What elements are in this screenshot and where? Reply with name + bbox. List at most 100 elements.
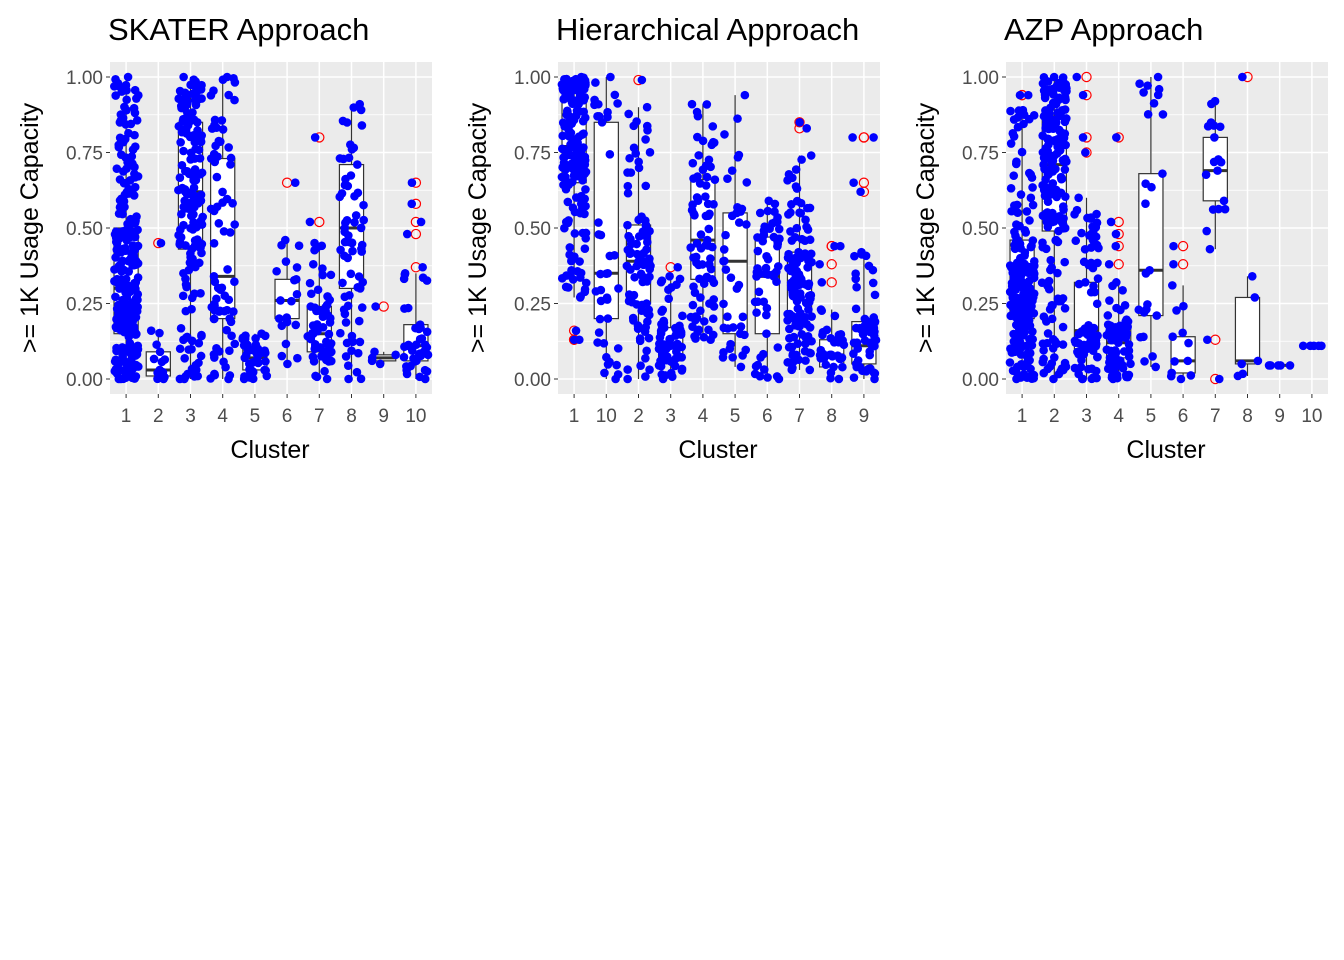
data-point: [853, 344, 863, 353]
data-point: [642, 308, 652, 318]
data-point: [281, 257, 291, 266]
data-point: [783, 358, 792, 367]
data-point: [121, 80, 131, 90]
data-point: [371, 302, 380, 311]
data-point: [131, 330, 141, 339]
data-point: [326, 339, 336, 348]
data-point: [1169, 241, 1178, 251]
data-point: [1118, 360, 1127, 370]
data-point: [325, 318, 335, 327]
data-point: [623, 374, 632, 384]
data-point: [695, 179, 705, 188]
data-point: [576, 292, 585, 301]
data-point: [155, 347, 165, 357]
data-point: [132, 116, 142, 125]
data-point: [1029, 273, 1039, 283]
data-point: [807, 312, 816, 321]
outlier-point: [1113, 259, 1124, 270]
data-point: [1077, 228, 1086, 238]
y-tick-label: 0.50: [962, 219, 999, 240]
data-point: [1017, 147, 1027, 157]
data-point: [1039, 312, 1049, 321]
jitter-points-cluster-10: [399, 178, 433, 384]
data-point: [1158, 169, 1167, 178]
data-point: [688, 158, 698, 168]
data-point: [641, 372, 650, 381]
data-point: [1015, 259, 1025, 269]
data-point: [1017, 277, 1027, 286]
data-point: [637, 75, 647, 85]
data-point: [130, 142, 140, 152]
data-point: [353, 348, 363, 358]
x-tick-label: 10: [1301, 406, 1322, 427]
jitter-points-cluster-3: [1070, 72, 1103, 384]
data-point: [1273, 361, 1283, 370]
data-point: [251, 334, 260, 343]
outlier-point: [314, 216, 325, 228]
data-point: [321, 306, 330, 316]
data-point: [1141, 179, 1150, 189]
data-point: [694, 151, 704, 160]
jitter-points-cluster-1: [110, 72, 143, 384]
data-point: [1140, 357, 1149, 366]
data-point: [1071, 338, 1080, 347]
data-point: [218, 75, 228, 84]
data-point: [261, 366, 270, 375]
data-point: [850, 251, 859, 261]
data-point: [357, 303, 367, 312]
data-point: [367, 353, 377, 363]
data-point: [696, 306, 705, 316]
data-point: [120, 302, 129, 312]
data-point: [175, 344, 185, 354]
data-point: [230, 95, 239, 105]
data-point: [719, 245, 729, 254]
data-point: [1085, 231, 1094, 240]
data-point: [627, 297, 637, 307]
data-point: [642, 121, 652, 131]
data-point: [194, 338, 204, 348]
data-point: [1006, 184, 1016, 193]
x-tick-label: 8: [1242, 406, 1253, 427]
data-point: [568, 203, 578, 213]
data-point: [801, 356, 810, 365]
data-point: [1041, 182, 1050, 192]
data-point: [834, 374, 844, 384]
data-point: [591, 287, 601, 296]
data-point: [118, 347, 127, 357]
x-tick-label: 5: [1146, 406, 1157, 427]
data-point: [1186, 371, 1196, 380]
x-tick-label: 5: [730, 406, 741, 427]
data-point: [350, 191, 359, 201]
data-point: [1074, 193, 1083, 203]
data-point: [238, 333, 248, 343]
data-point: [783, 253, 793, 262]
outlier-point: [826, 259, 837, 270]
data-point: [112, 245, 122, 254]
data-point: [176, 138, 185, 147]
x-axis-label: Cluster: [230, 436, 309, 464]
data-point: [1102, 345, 1112, 354]
data-point: [1015, 90, 1025, 100]
data-point: [625, 249, 635, 258]
x-tick-label: 2: [153, 406, 164, 427]
data-point: [1168, 281, 1177, 290]
data-point: [422, 367, 432, 376]
data-point: [120, 102, 129, 112]
data-point: [1022, 207, 1032, 216]
data-point: [657, 276, 667, 285]
data-point: [118, 256, 127, 266]
data-point: [1051, 99, 1061, 109]
data-point: [112, 364, 122, 374]
data-point: [356, 105, 366, 115]
data-point: [626, 265, 635, 274]
outlier-point: [794, 117, 805, 128]
data-point: [190, 165, 200, 174]
data-point: [1057, 217, 1066, 226]
data-point: [180, 185, 190, 194]
data-point: [220, 291, 230, 300]
jitter-points-cluster-7: [1201, 96, 1230, 384]
data-point: [830, 241, 839, 251]
data-point: [399, 274, 409, 284]
data-point: [294, 241, 304, 251]
data-point: [706, 254, 715, 263]
